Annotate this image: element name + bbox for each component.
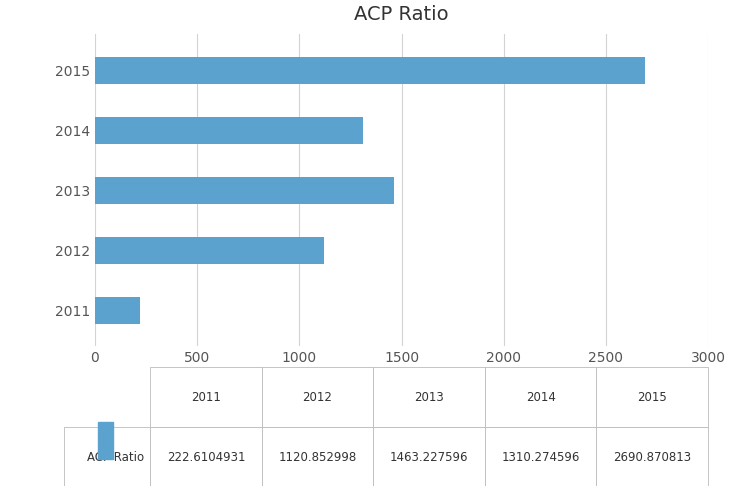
Bar xyxy=(95,297,140,324)
Bar xyxy=(95,237,324,264)
Bar xyxy=(95,117,363,144)
FancyBboxPatch shape xyxy=(98,422,113,459)
Bar xyxy=(95,56,645,84)
Title: ACP Ratio: ACP Ratio xyxy=(354,5,449,24)
Bar xyxy=(95,177,394,204)
